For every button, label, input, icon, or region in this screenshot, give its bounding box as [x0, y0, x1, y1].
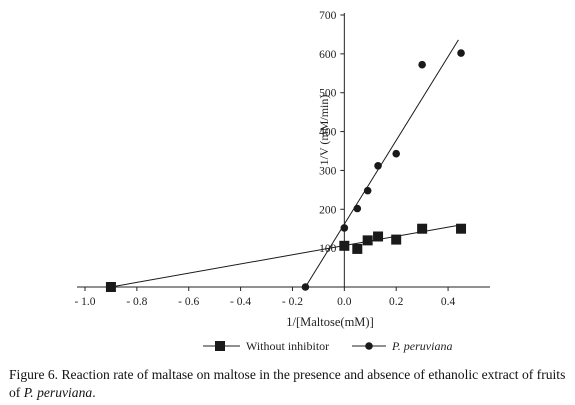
x-tick-label: - 0.4 — [230, 296, 251, 308]
x-tick-label: 0.4 — [441, 296, 456, 308]
legend-label-p-peruviana: P. peruviana — [391, 339, 452, 353]
caption-suffix: . — [92, 385, 96, 400]
fit-line-series-1 — [305, 39, 459, 288]
data-point-without-inhibitor — [417, 223, 428, 234]
legend-marker-p-peruviana — [352, 342, 386, 350]
data-point-without-inhibitor — [105, 282, 116, 292]
data-point-without-inhibitor — [373, 231, 384, 242]
x-tick-label: - 0.2 — [282, 296, 303, 308]
data-point-without-inhibitor — [362, 235, 373, 246]
legend-circle-marker — [365, 342, 373, 350]
legend-label-without-inhibitor: Without inhibitor — [246, 339, 329, 353]
y-tick-label: 500 — [319, 88, 337, 100]
data-point-p-peruviana — [301, 283, 310, 291]
data-point-without-inhibitor — [391, 234, 402, 245]
caption-species: P. peruviana — [23, 385, 93, 400]
x-tick-label: - 0.8 — [126, 296, 147, 308]
legend-marker-without-inhibitor — [203, 341, 240, 351]
data-point-without-inhibitor — [352, 243, 363, 254]
data-point-p-peruviana — [374, 161, 382, 170]
data-point-p-peruviana — [340, 224, 349, 232]
fit-line-series-0 — [110, 224, 462, 288]
data-point-p-peruviana — [363, 186, 372, 195]
data-point-without-inhibitor — [456, 223, 467, 234]
plot-area: - 1.0 - 0.8 - 0.6 - 0.4 - 0.2 0.0 0.2 0.4 100 200… — [74, 10, 490, 308]
y-axis-title: 1/V (mM/min) — [317, 95, 331, 166]
data-point-without-inhibitor — [339, 240, 350, 251]
y-tick-label: 400 — [319, 127, 337, 139]
data-point-p-peruviana — [353, 204, 362, 213]
y-tick-label: 600 — [319, 49, 337, 61]
x-tick-label: - 1.0 — [74, 296, 95, 308]
data-point-p-peruviana — [418, 60, 426, 69]
legend: Without inhibitor P. peruviana — [203, 339, 452, 353]
data-point-p-peruviana — [392, 149, 401, 158]
x-tick-label: - 0.6 — [178, 296, 199, 308]
caption-prefix: Figure 6. Reaction rate of maltase on ma… — [9, 367, 566, 400]
y-tick-label: 300 — [319, 165, 337, 177]
y-tick-label: 700 — [319, 10, 337, 22]
data-point-p-peruviana — [457, 49, 465, 57]
legend-square-marker — [215, 341, 225, 351]
x-tick-label: 0.2 — [389, 296, 404, 308]
x-axis-title: 1/[Maltose(mM)] — [286, 315, 373, 329]
x-tick-label: 0.0 — [337, 296, 352, 308]
y-tick-label: 100 — [319, 243, 337, 255]
figure-caption: Figure 6. Reaction rate of maltase on ma… — [9, 366, 567, 402]
y-tick-label: 200 — [319, 204, 337, 216]
